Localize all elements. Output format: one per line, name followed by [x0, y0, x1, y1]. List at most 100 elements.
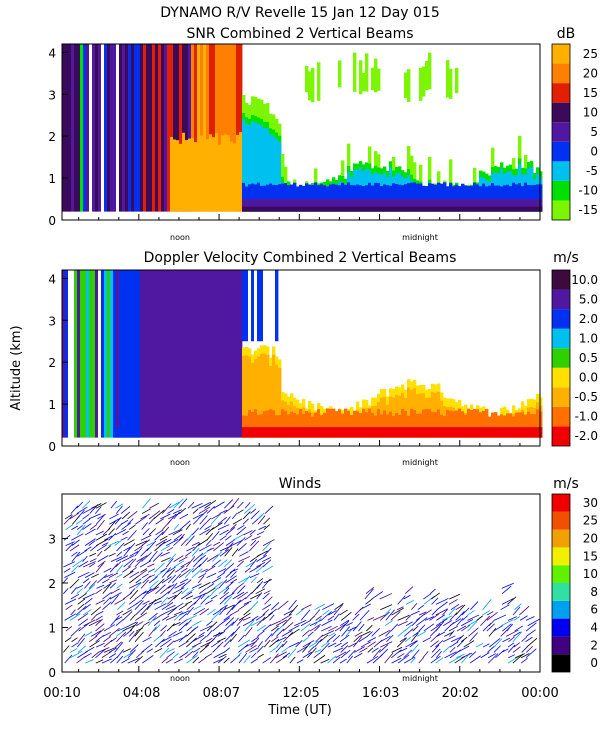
snr-cell: [287, 206, 291, 212]
doppler-cell: [263, 270, 267, 342]
wind-barb: [307, 647, 317, 659]
wind-barb: [204, 565, 216, 573]
wind-barb: [108, 572, 119, 579]
doppler-cell: [509, 427, 513, 438]
wind-barb: [167, 594, 177, 600]
doppler-cell: [326, 427, 330, 438]
doppler-cell: [518, 427, 522, 438]
wind-barb: [256, 592, 263, 600]
snr-cell: [353, 52, 357, 92]
wind-barb: [288, 641, 300, 648]
wind-barb: [129, 644, 139, 653]
wind-barb: [219, 591, 229, 600]
wind-barb: [384, 652, 394, 664]
doppler-cell: [230, 270, 234, 438]
wind-barb: [276, 641, 282, 648]
snr-cell: [500, 186, 504, 212]
wind-barb: [155, 518, 164, 525]
wind-barb: [224, 592, 235, 600]
wind-barb: [525, 648, 537, 659]
wind-barb: [219, 606, 227, 616]
doppler-cell: [539, 427, 543, 438]
snr-cell: [212, 137, 216, 212]
wind-barb: [71, 565, 79, 573]
snr-cell: [389, 199, 393, 212]
wind-barb: [135, 569, 148, 578]
doppler-cell: [227, 270, 231, 438]
doppler-cell: [344, 427, 348, 438]
wind-barb: [289, 656, 296, 664]
snr-cell: [515, 199, 519, 212]
wind-barb: [230, 571, 237, 578]
wind-barb: [320, 658, 330, 664]
wind-barb: [173, 560, 185, 568]
wind-barb: [91, 503, 102, 509]
wind-barb: [65, 604, 73, 611]
wind-barb: [172, 622, 181, 627]
doppler-cell: [251, 411, 255, 438]
doppler-cell: [527, 411, 531, 438]
wind-barb: [179, 578, 189, 584]
snr-cell: [344, 184, 348, 212]
snr-cell: [227, 135, 231, 212]
wind-barb: [211, 559, 222, 568]
snr-cell: [308, 184, 312, 212]
doppler-cell: [251, 427, 255, 438]
snr-cell: [374, 182, 378, 212]
wind-barb: [526, 638, 538, 648]
wind-barb: [204, 525, 212, 530]
snr-cell: [80, 44, 84, 212]
winds-barbs: [62, 497, 541, 664]
snr-cell: [74, 44, 78, 212]
wind-barb: [174, 658, 183, 664]
wind-barb: [339, 609, 348, 616]
wind-barb: [314, 649, 322, 653]
wind-barb: [456, 618, 464, 626]
snr-cell: [326, 199, 330, 212]
wind-barb: [110, 637, 117, 643]
snr-cell: [272, 206, 276, 212]
wind-barb: [417, 631, 426, 637]
doppler-cell: [464, 427, 468, 438]
wind-barb: [173, 533, 183, 541]
doppler-cell: [290, 427, 294, 438]
doppler-cell: [485, 409, 489, 438]
wind-barb: [405, 640, 418, 648]
wind-barb: [519, 615, 528, 621]
snr-cell: [65, 44, 69, 212]
snr-cell: [458, 186, 462, 212]
panel-doppler: Doppler Velocity Combined 2 Vertical Bea…: [9, 250, 598, 467]
wind-barb: [103, 596, 112, 605]
wind-barb: [160, 513, 171, 520]
snr-cell: [62, 44, 66, 212]
wind-barb: [223, 505, 235, 514]
wind-barb: [185, 523, 192, 530]
wind-barb: [75, 519, 83, 525]
snr-cell: [428, 52, 432, 90]
wind-barb: [160, 567, 168, 573]
wind-barb: [314, 625, 320, 632]
wind-barb: [206, 630, 213, 637]
wind-barb: [197, 509, 208, 520]
snr-cell: [455, 67, 459, 94]
wind-barb: [121, 658, 130, 664]
wind-barb: [397, 653, 405, 659]
wind-barb: [358, 623, 365, 632]
wind-barb: [333, 604, 343, 616]
snr-cell: [527, 199, 531, 212]
wind-barb: [219, 549, 230, 557]
wind-barb: [109, 563, 119, 573]
wind-barb: [191, 568, 203, 578]
wind-barb: [82, 578, 90, 584]
wind-barb: [193, 518, 199, 525]
y-axis-label: Altitude (km): [9, 325, 24, 410]
wind-barb: [239, 551, 249, 557]
snr-cell: [242, 94, 246, 113]
wind-barb: [456, 645, 470, 653]
snr-cell: [404, 199, 408, 212]
wind-barb: [134, 546, 143, 557]
winds-colorbar-swatch: [552, 547, 570, 566]
wind-barb: [410, 657, 416, 664]
wind-barb: [186, 654, 198, 664]
wind-barb: [178, 613, 188, 621]
